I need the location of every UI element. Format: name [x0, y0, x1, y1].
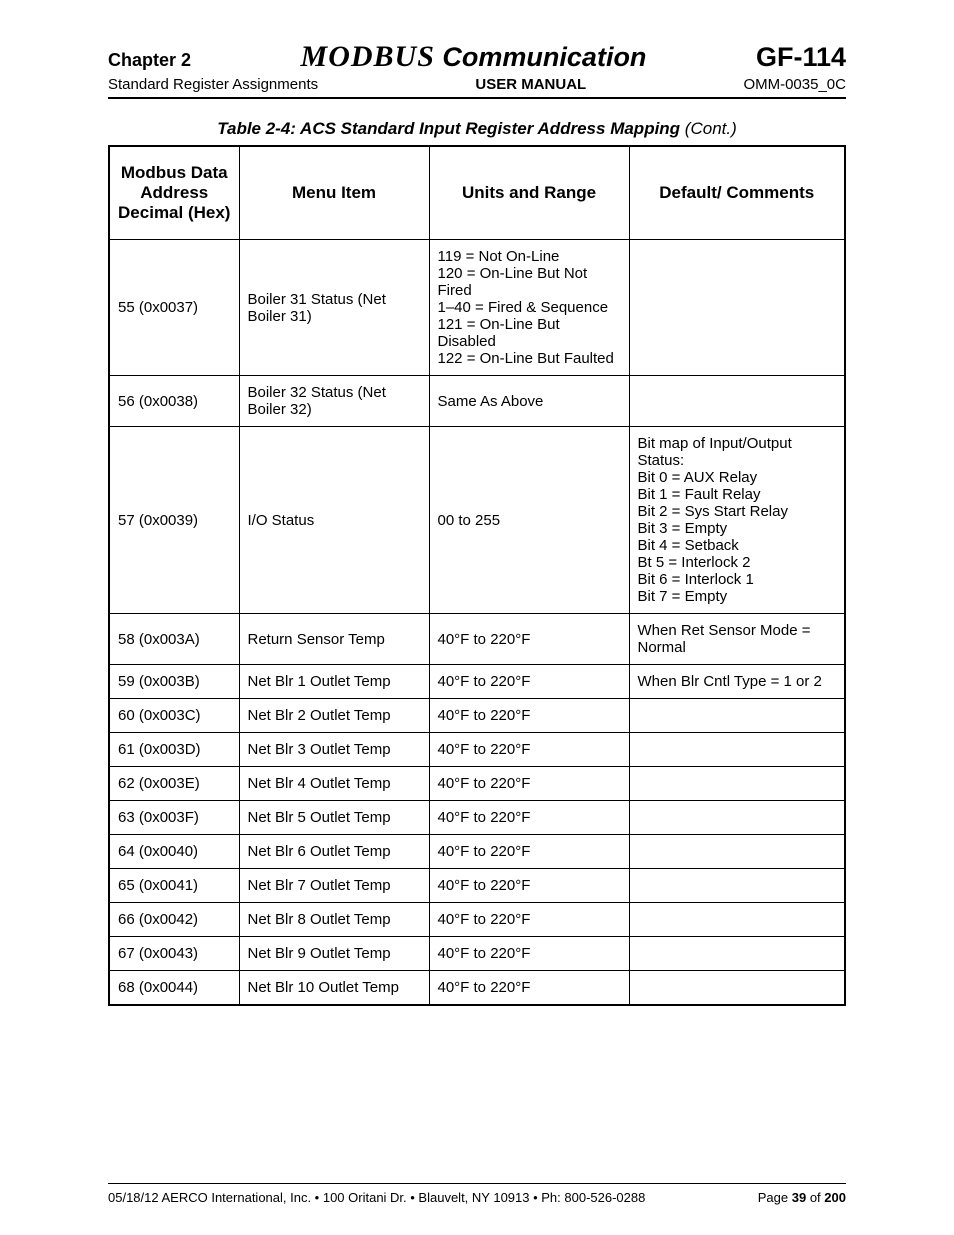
table-row: 59 (0x003B)Net Blr 1 Outlet Temp40°F to …	[109, 665, 845, 699]
cell-addr: 56 (0x0038)	[109, 376, 239, 427]
cell-units: 119 = Not On-Line 120 = On-Line But Not …	[429, 240, 629, 376]
cell-addr: 63 (0x003F)	[109, 801, 239, 835]
page-prefix: Page	[758, 1190, 792, 1205]
doc-rev: OMM-0035_0C	[743, 76, 846, 93]
col-default-comments: Default/ Comments	[629, 146, 845, 240]
comm-word: Communication	[435, 42, 647, 72]
cell-menu: Net Blr 10 Outlet Temp	[239, 971, 429, 1006]
cell-units: 40°F to 220°F	[429, 665, 629, 699]
table-row: 68 (0x0044)Net Blr 10 Outlet Temp40°F to…	[109, 971, 845, 1006]
cell-units: 40°F to 220°F	[429, 869, 629, 903]
section-name: Standard Register Assignments	[108, 76, 318, 93]
cell-menu: Net Blr 3 Outlet Temp	[239, 733, 429, 767]
cell-comm: When Blr Cntl Type = 1 or 2	[629, 665, 845, 699]
cell-comm	[629, 733, 845, 767]
table-row: 58 (0x003A)Return Sensor Temp40°F to 220…	[109, 614, 845, 665]
cell-comm	[629, 971, 845, 1006]
cell-comm	[629, 835, 845, 869]
cell-units: Same As Above	[429, 376, 629, 427]
table-header-row: Modbus Data Address Decimal (Hex) Menu I…	[109, 146, 845, 240]
cell-comm	[629, 937, 845, 971]
header-row-2: Standard Register Assignments USER MANUA…	[108, 76, 846, 99]
doc-code: GF-114	[756, 42, 846, 73]
header-row-1: Chapter 2 MODBUS Communication GF-114	[108, 40, 846, 74]
cell-comm	[629, 767, 845, 801]
col-units-range: Units and Range	[429, 146, 629, 240]
cell-addr: 61 (0x003D)	[109, 733, 239, 767]
col-menu-item: Menu Item	[239, 146, 429, 240]
cell-menu: Net Blr 2 Outlet Temp	[239, 699, 429, 733]
table-row: 61 (0x003D)Net Blr 3 Outlet Temp40°F to …	[109, 733, 845, 767]
cell-units: 40°F to 220°F	[429, 767, 629, 801]
table-caption: Table 2-4: ACS Standard Input Register A…	[108, 119, 846, 139]
cell-units: 40°F to 220°F	[429, 971, 629, 1006]
cell-addr: 55 (0x0037)	[109, 240, 239, 376]
register-table: Modbus Data Address Decimal (Hex) Menu I…	[108, 145, 846, 1006]
cell-menu: I/O Status	[239, 427, 429, 614]
table-row: 57 (0x0039)I/O Status00 to 255Bit map of…	[109, 427, 845, 614]
cell-units: 40°F to 220°F	[429, 699, 629, 733]
cell-addr: 66 (0x0042)	[109, 903, 239, 937]
table-row: 65 (0x0041)Net Blr 7 Outlet Temp40°F to …	[109, 869, 845, 903]
cell-menu: Net Blr 8 Outlet Temp	[239, 903, 429, 937]
caption-cont: (Cont.)	[685, 119, 737, 138]
cell-units: 40°F to 220°F	[429, 903, 629, 937]
cell-comm	[629, 376, 845, 427]
table-row: 66 (0x0042)Net Blr 8 Outlet Temp40°F to …	[109, 903, 845, 937]
cell-menu: Boiler 32 Status (Net Boiler 32)	[239, 376, 429, 427]
cell-menu: Net Blr 9 Outlet Temp	[239, 937, 429, 971]
table-row: 63 (0x003F)Net Blr 5 Outlet Temp40°F to …	[109, 801, 845, 835]
cell-units: 40°F to 220°F	[429, 733, 629, 767]
cell-comm: Bit map of Input/Output Status: Bit 0 = …	[629, 427, 845, 614]
cell-addr: 65 (0x0041)	[109, 869, 239, 903]
cell-comm	[629, 699, 845, 733]
cell-menu: Net Blr 5 Outlet Temp	[239, 801, 429, 835]
cell-units: 40°F to 220°F	[429, 937, 629, 971]
page-num: 39	[792, 1190, 806, 1205]
table-row: 67 (0x0043)Net Blr 9 Outlet Temp40°F to …	[109, 937, 845, 971]
footer-left: 05/18/12 AERCO International, Inc. • 100…	[108, 1190, 645, 1205]
cell-units: 40°F to 220°F	[429, 835, 629, 869]
table-row: 56 (0x0038)Boiler 32 Status (Net Boiler …	[109, 376, 845, 427]
cell-comm	[629, 903, 845, 937]
cell-menu: Net Blr 6 Outlet Temp	[239, 835, 429, 869]
cell-comm	[629, 240, 845, 376]
chapter-label: Chapter 2	[108, 50, 191, 71]
user-manual-label: USER MANUAL	[475, 76, 586, 93]
cell-addr: 60 (0x003C)	[109, 699, 239, 733]
cell-units: 40°F to 220°F	[429, 801, 629, 835]
table-row: 55 (0x0037)Boiler 31 Status (Net Boiler …	[109, 240, 845, 376]
cell-addr: 62 (0x003E)	[109, 767, 239, 801]
table-row: 60 (0x003C)Net Blr 2 Outlet Temp40°F to …	[109, 699, 845, 733]
page-of: of	[806, 1190, 824, 1205]
cell-menu: Net Blr 4 Outlet Temp	[239, 767, 429, 801]
cell-menu: Net Blr 1 Outlet Temp	[239, 665, 429, 699]
cell-addr: 64 (0x0040)	[109, 835, 239, 869]
page-footer: 05/18/12 AERCO International, Inc. • 100…	[108, 1183, 846, 1205]
caption-bold: Table 2-4: ACS Standard Input Register A…	[217, 119, 685, 138]
page-total: 200	[824, 1190, 846, 1205]
table-row: 62 (0x003E)Net Blr 4 Outlet Temp40°F to …	[109, 767, 845, 801]
page: Chapter 2 MODBUS Communication GF-114 St…	[0, 0, 954, 1235]
cell-menu: Net Blr 7 Outlet Temp	[239, 869, 429, 903]
cell-addr: 58 (0x003A)	[109, 614, 239, 665]
cell-menu: Return Sensor Temp	[239, 614, 429, 665]
cell-comm	[629, 869, 845, 903]
cell-addr: 57 (0x0039)	[109, 427, 239, 614]
col-address: Modbus Data Address Decimal (Hex)	[109, 146, 239, 240]
footer-page: Page 39 of 200	[758, 1190, 846, 1205]
table-body: 55 (0x0037)Boiler 31 Status (Net Boiler …	[109, 240, 845, 1006]
doc-title: MODBUS Communication	[301, 40, 647, 74]
cell-addr: 59 (0x003B)	[109, 665, 239, 699]
cell-units: 40°F to 220°F	[429, 614, 629, 665]
modbus-word: MODBUS	[301, 40, 435, 73]
cell-menu: Boiler 31 Status (Net Boiler 31)	[239, 240, 429, 376]
cell-comm	[629, 801, 845, 835]
cell-addr: 67 (0x0043)	[109, 937, 239, 971]
cell-addr: 68 (0x0044)	[109, 971, 239, 1006]
cell-comm: When Ret Sensor Mode = Normal	[629, 614, 845, 665]
table-row: 64 (0x0040)Net Blr 6 Outlet Temp40°F to …	[109, 835, 845, 869]
cell-units: 00 to 255	[429, 427, 629, 614]
